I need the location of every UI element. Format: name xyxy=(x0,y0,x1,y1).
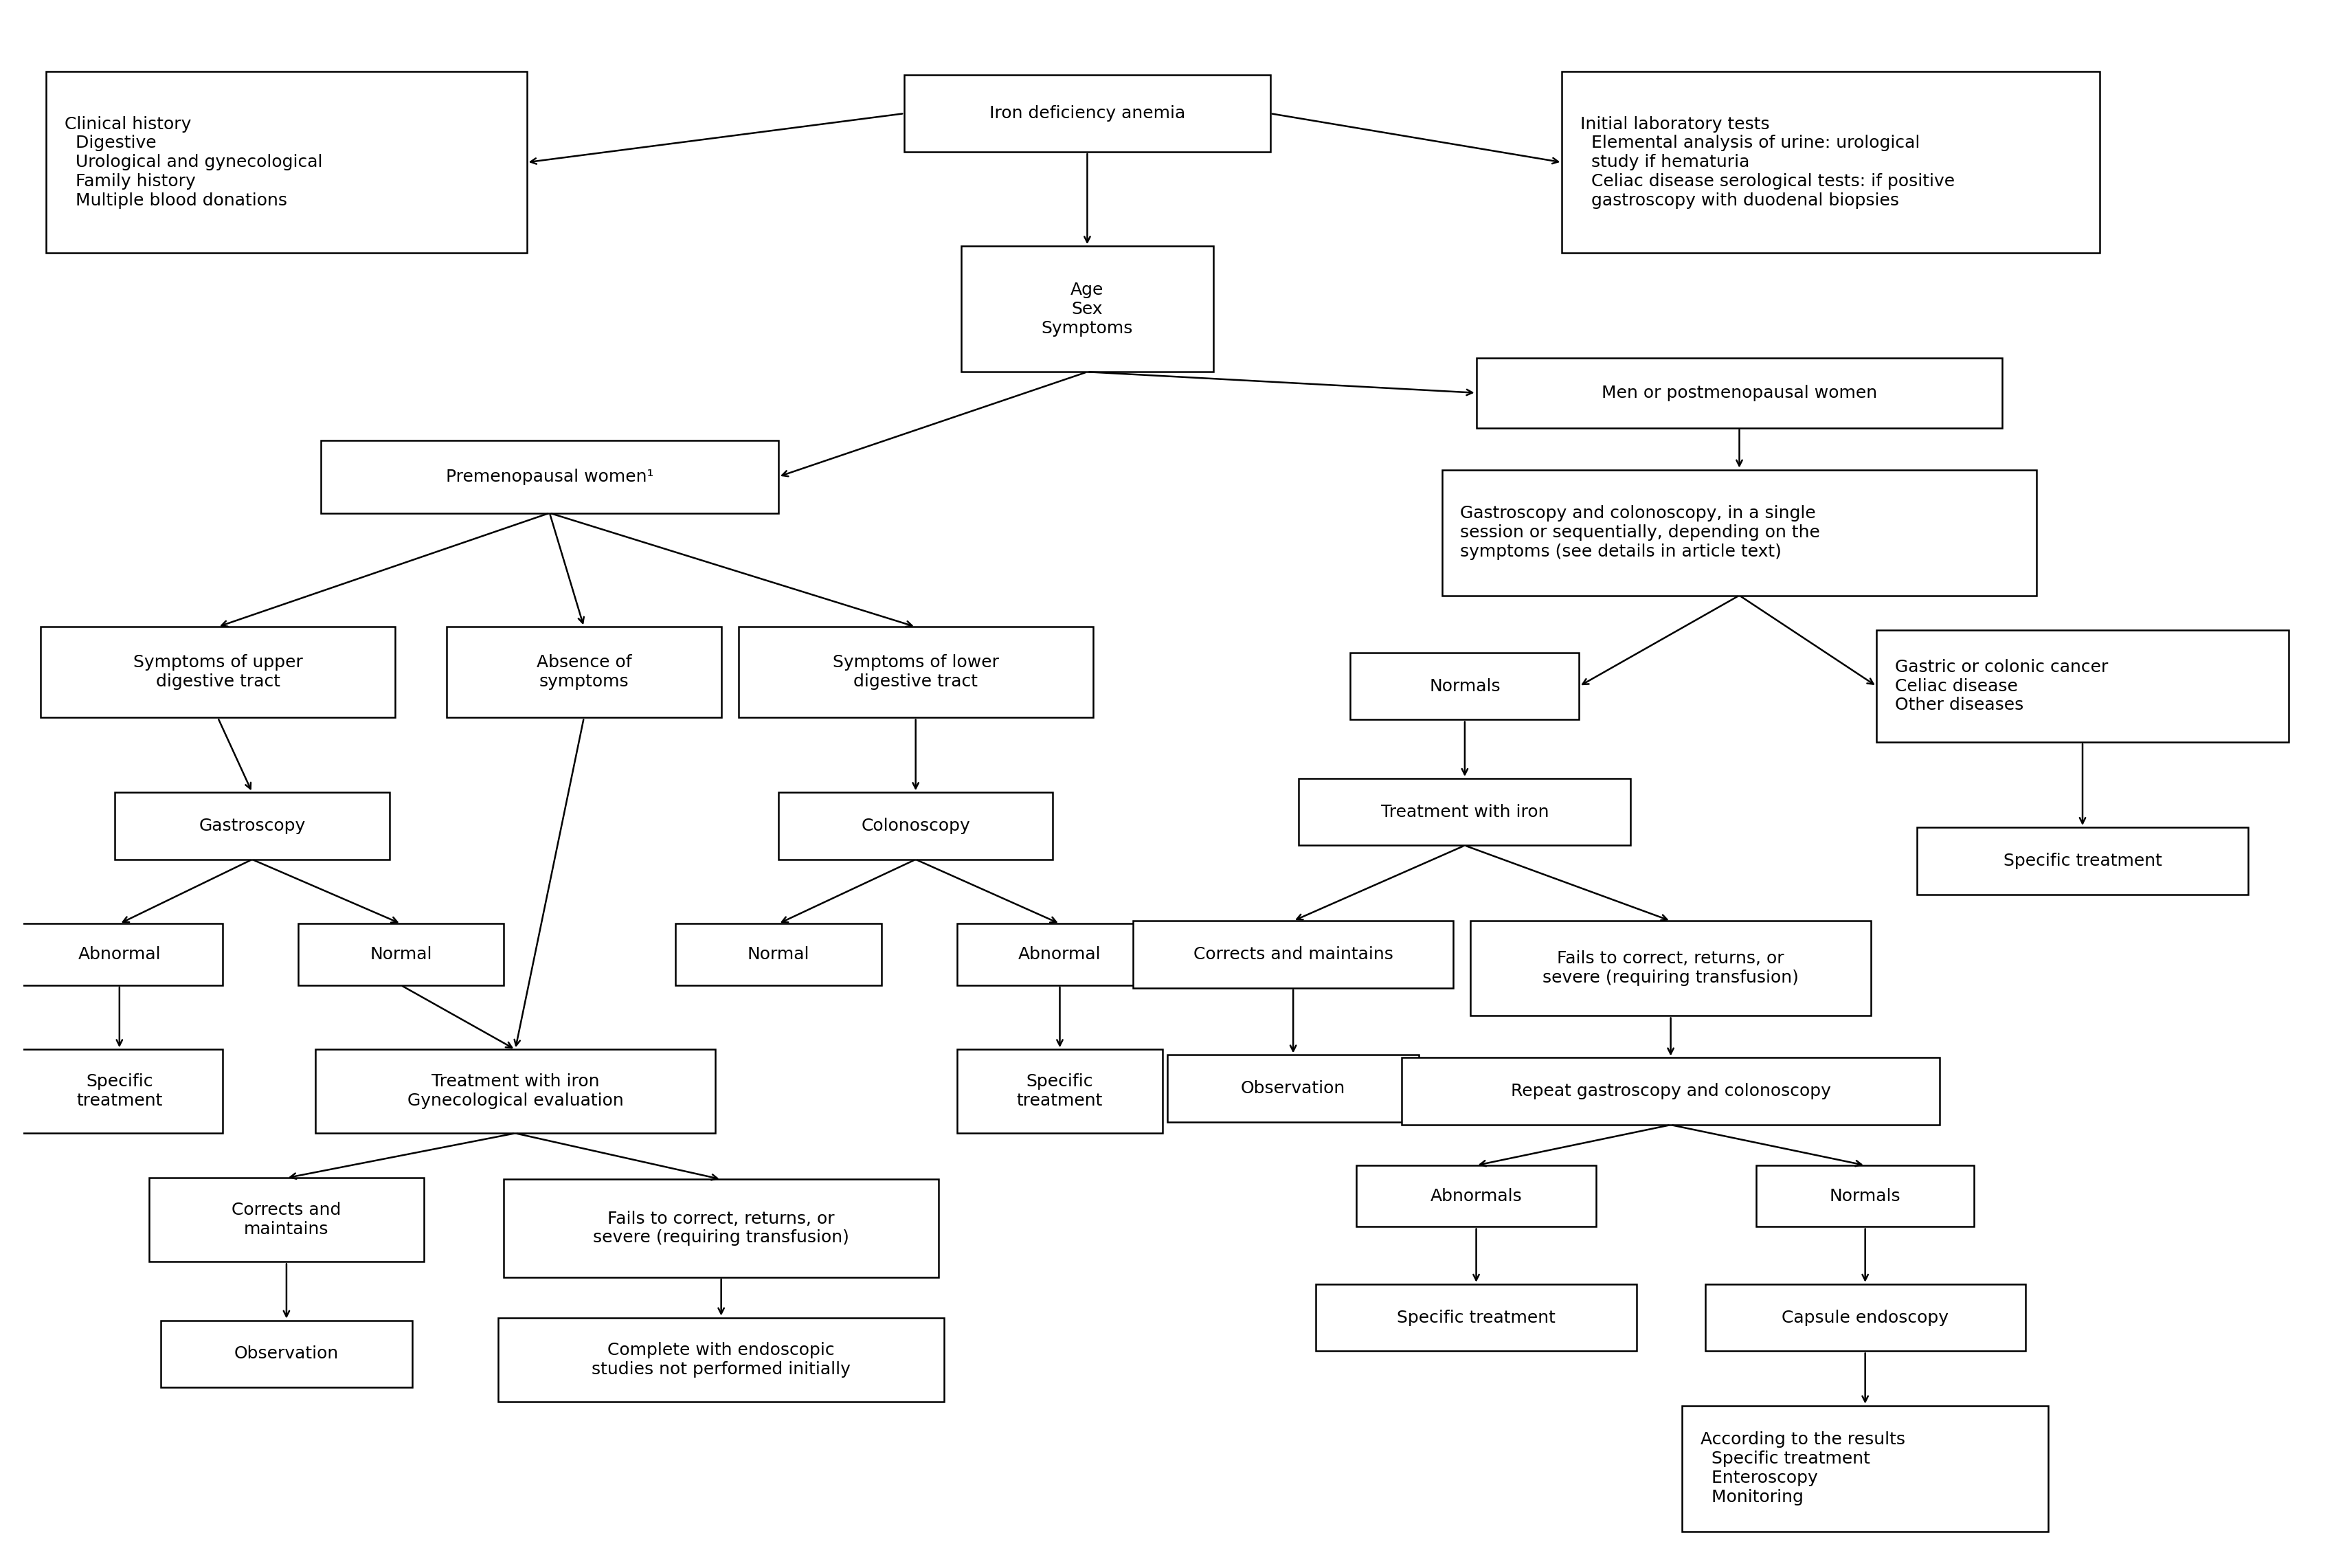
Bar xyxy=(1475,358,2003,428)
Bar xyxy=(149,1178,422,1262)
Bar xyxy=(1442,470,2035,596)
Text: Normal: Normal xyxy=(369,946,432,963)
Text: Symptoms of upper
digestive tract: Symptoms of upper digestive tract xyxy=(133,654,303,690)
Bar xyxy=(320,441,777,513)
Text: Gastric or colonic cancer
Celiac disease
Other diseases: Gastric or colonic cancer Celiac disease… xyxy=(1895,659,2108,713)
Bar xyxy=(1755,1165,1972,1226)
Text: Fails to correct, returns, or
severe (requiring transfusion): Fails to correct, returns, or severe (re… xyxy=(1543,950,1797,986)
Text: Normals: Normals xyxy=(1830,1189,1900,1204)
Text: Specific
treatment: Specific treatment xyxy=(77,1074,163,1109)
Bar xyxy=(738,627,1092,718)
Text: Capsule endoscopy: Capsule endoscopy xyxy=(1781,1309,1949,1327)
Bar xyxy=(1356,1165,1596,1226)
Text: Repeat gastroscopy and colonoscopy: Repeat gastroscopy and colonoscopy xyxy=(1510,1083,1830,1099)
Bar xyxy=(1704,1284,2026,1352)
Text: Corrects and
maintains: Corrects and maintains xyxy=(231,1203,341,1237)
Bar xyxy=(1683,1405,2047,1532)
Text: Men or postmenopausal women: Men or postmenopausal women xyxy=(1601,384,1877,401)
Text: Specific
treatment: Specific treatment xyxy=(1015,1074,1102,1109)
Bar xyxy=(1561,72,2098,252)
Text: Initial laboratory tests
  Elemental analysis of urine: urological
  study if he: Initial laboratory tests Elemental analy… xyxy=(1580,116,1954,209)
Text: Observation: Observation xyxy=(233,1345,338,1363)
Text: Fails to correct, returns, or
severe (requiring transfusion): Fails to correct, returns, or severe (re… xyxy=(593,1210,850,1247)
Bar xyxy=(114,792,390,859)
Text: Normal: Normal xyxy=(747,946,810,963)
Text: Premenopausal women¹: Premenopausal women¹ xyxy=(446,469,654,485)
Text: Clinical history
  Digestive
  Urological and gynecological
  Family history
  M: Clinical history Digestive Urological an… xyxy=(65,116,322,209)
Text: Treatment with iron: Treatment with iron xyxy=(1379,804,1547,820)
Text: Specific treatment: Specific treatment xyxy=(1396,1309,1554,1327)
Bar xyxy=(1916,828,2248,894)
Bar xyxy=(1470,920,1870,1016)
Bar xyxy=(1298,778,1629,845)
Bar xyxy=(903,75,1270,152)
Bar xyxy=(446,627,721,718)
Text: Corrects and maintains: Corrects and maintains xyxy=(1193,946,1393,963)
Text: Colonoscopy: Colonoscopy xyxy=(861,817,971,834)
Bar xyxy=(504,1179,938,1276)
Bar xyxy=(957,1049,1162,1134)
Text: Absence of
symptoms: Absence of symptoms xyxy=(537,654,630,690)
Text: Gastroscopy and colonoscopy, in a single
session or sequentially, depending on t: Gastroscopy and colonoscopy, in a single… xyxy=(1459,505,1821,560)
Text: Gastroscopy: Gastroscopy xyxy=(198,817,306,834)
Text: According to the results
  Specific treatment
  Enteroscopy
  Monitoring: According to the results Specific treatm… xyxy=(1699,1432,1905,1505)
Text: Iron deficiency anemia: Iron deficiency anemia xyxy=(990,105,1186,122)
Bar xyxy=(161,1320,413,1388)
Bar xyxy=(962,246,1214,372)
Text: Specific treatment: Specific treatment xyxy=(2003,853,2161,869)
Bar xyxy=(1349,652,1578,720)
Bar xyxy=(315,1049,714,1134)
Text: Treatment with iron
Gynecological evaluation: Treatment with iron Gynecological evalua… xyxy=(406,1074,623,1109)
Bar xyxy=(16,1049,222,1134)
Text: Complete with endoscopic
studies not performed initially: Complete with endoscopic studies not per… xyxy=(591,1342,850,1377)
Bar xyxy=(40,627,394,718)
Bar xyxy=(1877,630,2287,742)
Text: Abnormals: Abnormals xyxy=(1431,1189,1522,1204)
Bar xyxy=(497,1317,943,1402)
Text: Symptoms of lower
digestive tract: Symptoms of lower digestive tract xyxy=(833,654,999,690)
Bar xyxy=(1132,920,1452,988)
Bar xyxy=(957,924,1162,985)
Bar xyxy=(47,72,527,252)
Bar xyxy=(16,924,222,985)
Bar xyxy=(299,924,504,985)
Text: Age
Sex
Symptoms: Age Sex Symptoms xyxy=(1041,282,1132,337)
Bar xyxy=(1400,1058,1940,1124)
Text: Abnormal: Abnormal xyxy=(77,946,161,963)
Bar xyxy=(777,792,1053,859)
Bar xyxy=(1167,1055,1419,1123)
Text: Observation: Observation xyxy=(1239,1080,1344,1096)
Bar xyxy=(675,924,882,985)
Text: Abnormal: Abnormal xyxy=(1018,946,1102,963)
Bar xyxy=(1316,1284,1636,1352)
Text: Normals: Normals xyxy=(1428,677,1501,695)
